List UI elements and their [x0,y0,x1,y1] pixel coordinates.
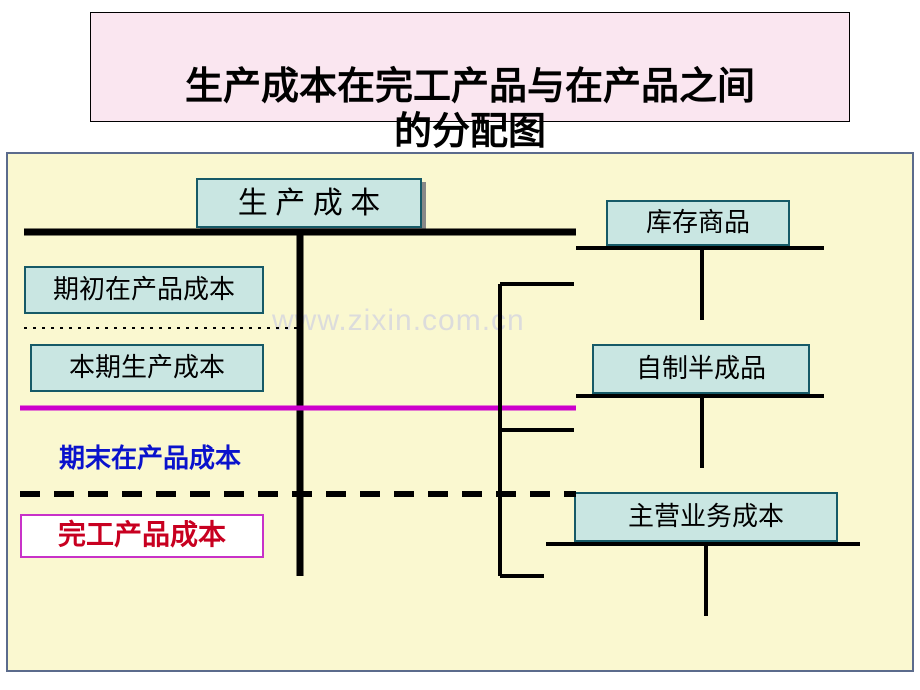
finished-goods-cost-box: 完工产品成本 [20,514,264,558]
beginning-wip-cost-box: 期初在产品成本 [24,266,264,314]
title-banner: 生产成本在完工产品与在产品之间 的分配图 [90,12,850,122]
title-text: 生产成本在完工产品与在产品之间 的分配图 [185,66,755,154]
ending-wip-cost-label: 期末在产品成本 [59,445,241,474]
current-period-cost-box: 本期生产成本 [30,344,264,392]
beginning-wip-cost-label: 期初在产品成本 [53,276,235,305]
current-period-cost-label: 本期生产成本 [69,354,225,383]
semi-finished-label: 自制半成品 [636,355,766,384]
main-business-cost-box: 主营业务成本 [574,492,838,542]
production-cost-header-label: 生 产 成 本 [238,187,381,220]
inventory-label: 库存商品 [646,209,750,238]
semi-finished-box: 自制半成品 [592,344,810,394]
inventory-box: 库存商品 [606,200,790,246]
finished-goods-cost-label: 完工产品成本 [58,521,226,552]
production-cost-header-box: 生 产 成 本 [196,178,422,228]
main-business-cost-label: 主营业务成本 [628,503,784,532]
ending-wip-cost-box: 期末在产品成本 [20,438,280,480]
